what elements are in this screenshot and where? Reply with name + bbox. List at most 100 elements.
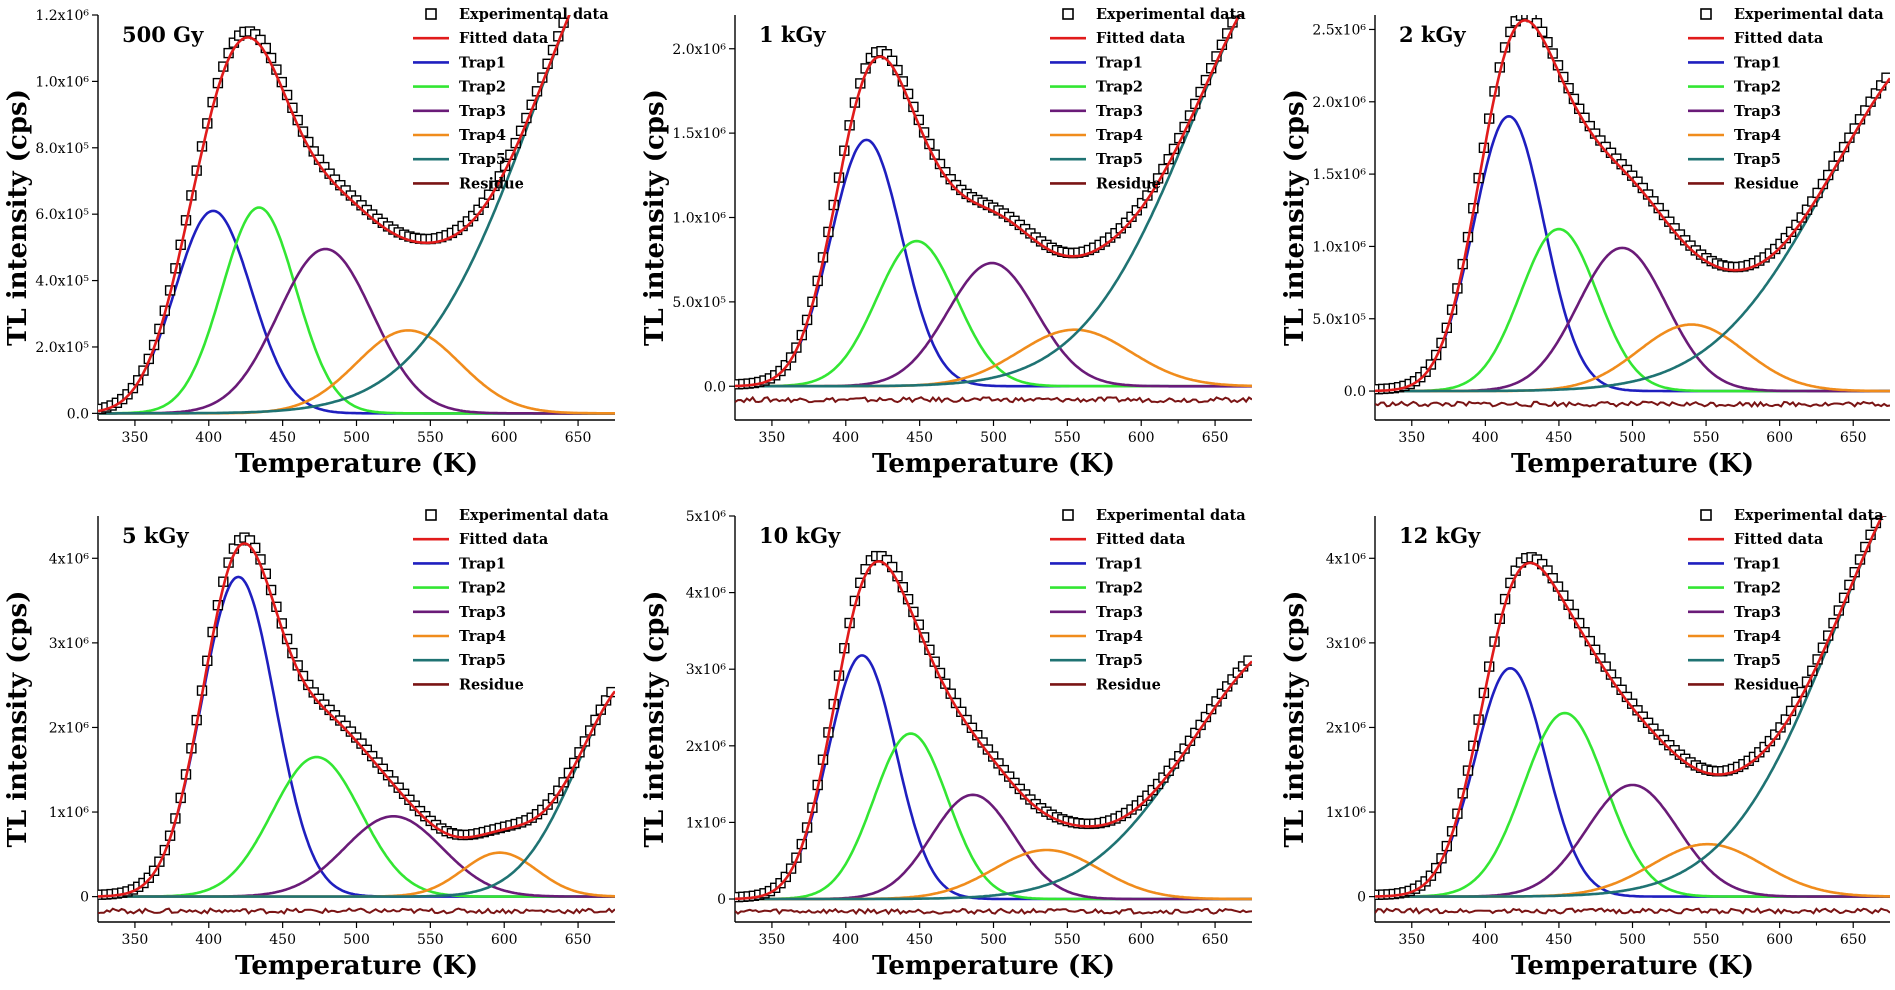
- y-tick-label: 1.2x10⁶: [35, 8, 89, 24]
- legend-label: Trap2: [1096, 79, 1143, 96]
- y-tick-label: 2x10⁶: [49, 720, 90, 736]
- series-trap1: [735, 654, 1252, 901]
- y-tick-label: 4x10⁶: [1326, 551, 1367, 567]
- y-axis-title: TL intensity (cps): [1280, 89, 1310, 346]
- x-tick-label: 600: [1766, 430, 1793, 446]
- series-trap2: [1375, 711, 1890, 898]
- series-trap2: [98, 755, 615, 898]
- series-fitted: [98, 542, 615, 898]
- legend-label: Trap3: [1096, 604, 1143, 621]
- series-trap1: [1375, 114, 1890, 393]
- y-tick-label: 1x10⁶: [1326, 805, 1367, 821]
- legend-label: Trap5: [459, 652, 506, 669]
- legend-label: Fitted data: [1096, 531, 1186, 548]
- series-fitted: [735, 560, 1252, 901]
- x-tick-label: 350: [122, 430, 149, 446]
- legend-label: Trap3: [1734, 604, 1781, 621]
- series-fitted: [1375, 18, 1890, 393]
- dose-label: 12 kGy: [1399, 523, 1481, 548]
- legend-label: Experimental data: [1096, 507, 1246, 524]
- legend-marker: [425, 8, 437, 20]
- series-trap4: [98, 851, 615, 898]
- panel-6: 350 400 450 500 550 600 650 0 1x10⁶ 2x10⁶ 3x10⁶ 4x1…: [1280, 496, 1891, 981]
- x-axis-title: Temperature (K): [1511, 951, 1754, 981]
- x-tick-label: 600: [1128, 430, 1155, 446]
- y-tick-label: 0.0: [704, 379, 726, 395]
- plot-area: [98, 0, 615, 415]
- legend-label: Trap4: [1734, 127, 1781, 144]
- legend-label: Trap1: [1096, 54, 1143, 71]
- x-tick-label: 550: [1693, 430, 1720, 446]
- panel-5: 350 400 450 500 550 600 650 0 1x10⁶ 2x10⁶ 3x10⁶ 4x1…: [640, 507, 1252, 981]
- x-tick-label: 650: [565, 430, 592, 446]
- experimental-point: [1882, 496, 1891, 505]
- series-trap3: [98, 815, 615, 898]
- series-residue: [98, 907, 615, 915]
- panel-4: 350 400 450 500 550 600 650 0 1x10⁶ 2x10⁶ 3x10⁶ 4x1…: [3, 507, 615, 981]
- plot-area: [735, 15, 1252, 404]
- dose-label: 10 kGy: [759, 523, 841, 548]
- x-tick-label: 400: [832, 430, 859, 446]
- y-tick-label: 3x10⁶: [49, 636, 90, 652]
- y-tick-label: 6.0x10⁵: [35, 207, 89, 223]
- experimental-point: [1521, 15, 1532, 20]
- dose-label: 5 kGy: [122, 523, 189, 548]
- panel-1: 350 400 450 500 550 600 650 0.0 2.0x10⁵ 4.0x10⁵ 6.…: [3, 0, 615, 479]
- x-tick-label: 550: [417, 430, 444, 446]
- plot-area: [1375, 15, 1890, 408]
- x-tick-label: 350: [122, 932, 149, 948]
- series-fitted: [98, 15, 571, 413]
- x-tick-label: 550: [417, 932, 444, 948]
- y-tick-label: 1.0x10⁶: [672, 211, 726, 227]
- y-tick-label: 0.0: [1344, 384, 1366, 400]
- series-fitted: [1375, 516, 1884, 898]
- plot-area: [1375, 496, 1891, 915]
- y-tick-label: 1.0x10⁶: [1312, 239, 1366, 255]
- x-tick-label: 350: [759, 932, 786, 948]
- y-tick-label: 2.0x10⁶: [672, 42, 726, 58]
- series-trap5: [1375, 516, 1884, 898]
- x-tick-label: 550: [1054, 932, 1081, 948]
- legend: Experimental data Fitted data Trap1 Trap2 Tr…: [413, 6, 609, 192]
- legend-label: Trap5: [1734, 151, 1781, 168]
- x-tick-label: 550: [1693, 932, 1720, 948]
- x-tick-label: 500: [1619, 430, 1646, 446]
- experimental-point: [570, 0, 579, 1]
- x-tick-label: 400: [195, 430, 222, 446]
- legend-label: Trap4: [459, 127, 506, 144]
- y-tick-label: 5.0x10⁵: [672, 295, 726, 311]
- dose-label: 1 kGy: [759, 22, 826, 47]
- legend-label: Trap2: [1096, 580, 1143, 597]
- series-residue: [735, 395, 1252, 404]
- x-tick-label: 500: [980, 932, 1007, 948]
- y-tick-label: 2.5x10⁶: [1312, 22, 1366, 38]
- legend-label: Fitted data: [1096, 30, 1186, 47]
- x-tick-label: 500: [343, 932, 370, 948]
- legend-label: Experimental data: [1096, 6, 1246, 23]
- legend: Experimental data Fitted data Trap1 Trap2 Tr…: [413, 507, 609, 693]
- legend-label: Experimental data: [1734, 507, 1884, 524]
- y-tick-label: 4x10⁶: [686, 586, 727, 602]
- legend-label: Trap3: [459, 604, 506, 621]
- legend: Experimental data Fitted data Trap1 Trap2 Tr…: [1688, 507, 1884, 693]
- experimental-point: [138, 877, 149, 889]
- legend-label: Trap5: [459, 151, 506, 168]
- x-tick-label: 600: [491, 932, 518, 948]
- y-tick-label: 1.5x10⁶: [1312, 167, 1366, 183]
- legend: Experimental data Fitted data Trap1 Trap2 Tr…: [1688, 6, 1884, 192]
- x-axis-title: Temperature (K): [235, 449, 478, 479]
- y-tick-label: 2.0x10⁵: [35, 340, 89, 356]
- legend-label: Experimental data: [1734, 6, 1884, 23]
- series-trap3: [98, 247, 615, 415]
- series-trap4: [735, 848, 1252, 901]
- legend-label: Trap4: [459, 628, 506, 645]
- legend-label: Trap3: [459, 103, 506, 120]
- legend-label: Residue: [459, 175, 524, 192]
- x-tick-label: 400: [1472, 932, 1499, 948]
- legend-label: Trap1: [1734, 54, 1781, 71]
- y-tick-label: 0: [717, 892, 726, 908]
- y-tick-label: 8.0x10⁵: [35, 141, 89, 157]
- legend-label: Trap5: [1096, 151, 1143, 168]
- x-tick-label: 500: [343, 430, 370, 446]
- dose-label: 2 kGy: [1399, 22, 1466, 47]
